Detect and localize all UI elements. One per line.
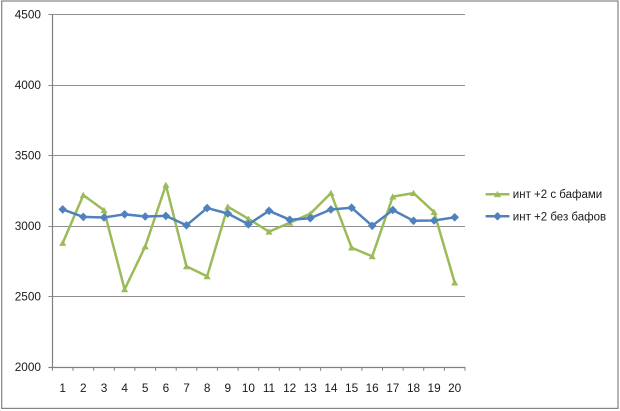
svg-text:2000: 2000 (15, 360, 42, 374)
svg-text:инт +2 с бафами: инт +2 с бафами (513, 189, 602, 201)
svg-text:13: 13 (304, 381, 318, 395)
svg-text:5: 5 (142, 381, 149, 395)
svg-text:3000: 3000 (15, 219, 42, 233)
svg-text:16: 16 (366, 381, 380, 395)
svg-text:2500: 2500 (15, 290, 42, 304)
svg-text:2: 2 (80, 381, 87, 395)
svg-text:3: 3 (101, 381, 108, 395)
svg-text:инт +2 без бафов: инт +2 без бафов (513, 211, 606, 223)
svg-text:3500: 3500 (15, 149, 42, 163)
svg-text:10: 10 (242, 381, 256, 395)
svg-text:7: 7 (183, 381, 190, 395)
svg-text:14: 14 (324, 381, 338, 395)
svg-text:15: 15 (345, 381, 359, 395)
svg-text:12: 12 (283, 381, 296, 395)
svg-text:11: 11 (263, 381, 275, 395)
svg-text:1: 1 (59, 381, 66, 395)
svg-text:17: 17 (386, 381, 399, 395)
svg-text:19: 19 (428, 381, 441, 395)
svg-text:8: 8 (204, 381, 211, 395)
svg-text:20: 20 (448, 381, 462, 395)
svg-text:4: 4 (121, 381, 128, 395)
svg-text:4000: 4000 (15, 78, 42, 92)
svg-text:4500: 4500 (15, 8, 42, 22)
svg-text:18: 18 (407, 381, 421, 395)
svg-text:9: 9 (225, 381, 232, 395)
svg-text:6: 6 (163, 381, 170, 395)
